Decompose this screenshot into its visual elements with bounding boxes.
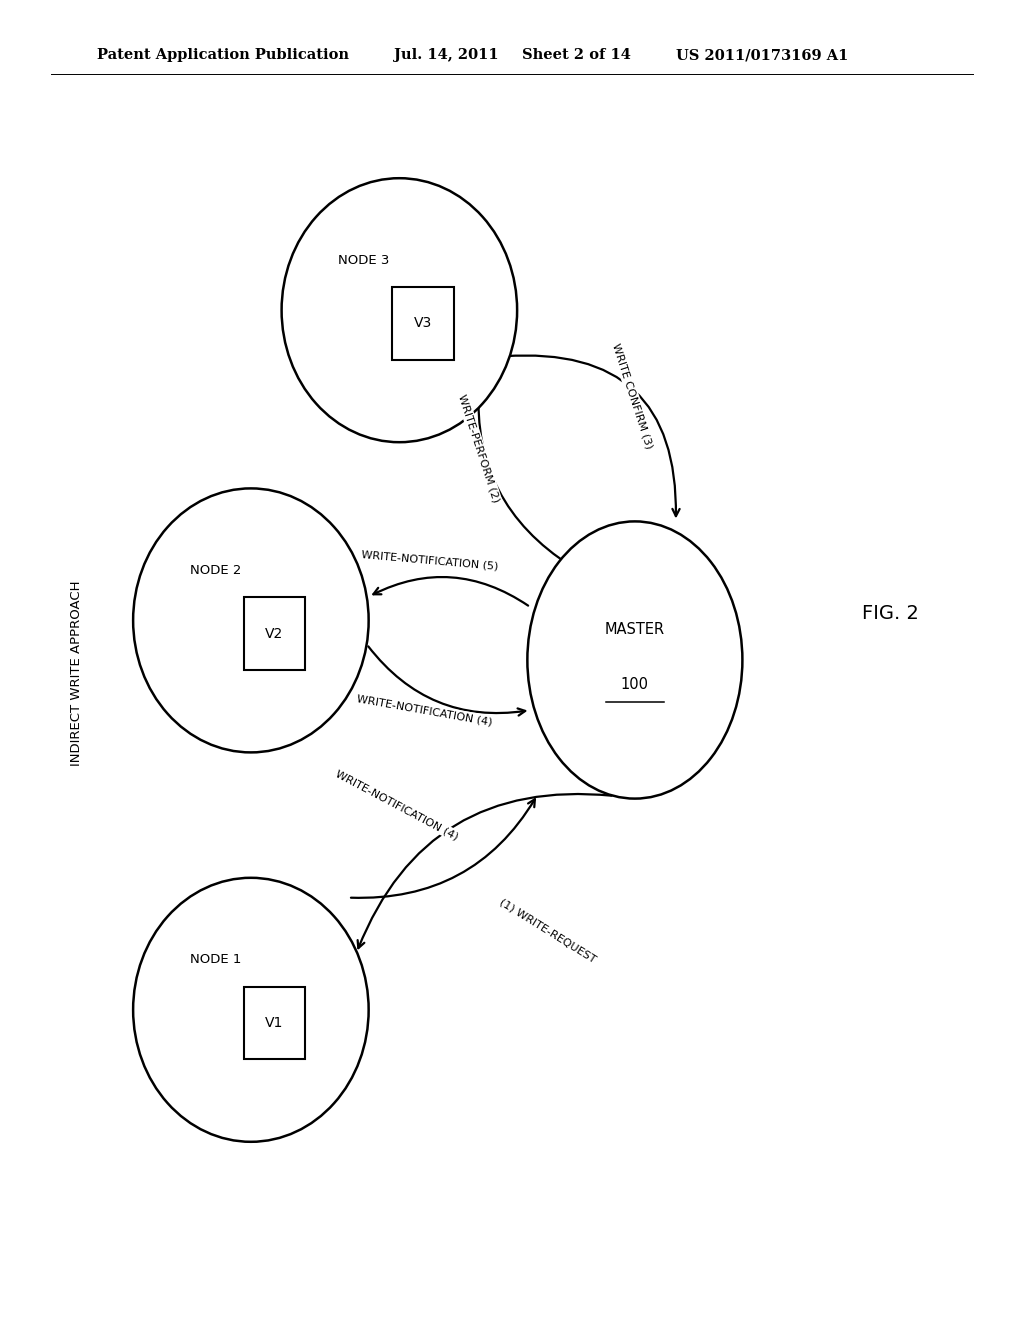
Text: INDIRECT WRITE APPROACH: INDIRECT WRITE APPROACH <box>71 581 83 766</box>
Text: V2: V2 <box>265 627 284 640</box>
Bar <box>244 987 305 1059</box>
Text: (1) WRITE-REQUEST: (1) WRITE-REQUEST <box>498 896 598 965</box>
FancyArrowPatch shape <box>475 388 571 566</box>
Text: MASTER: MASTER <box>605 622 665 638</box>
Text: V3: V3 <box>414 317 432 330</box>
Text: WRITE-NOTIFICATION (5): WRITE-NOTIFICATION (5) <box>361 550 499 572</box>
Text: 100: 100 <box>621 677 649 693</box>
Ellipse shape <box>133 878 369 1142</box>
Text: FIG. 2: FIG. 2 <box>862 605 920 623</box>
Ellipse shape <box>133 488 369 752</box>
FancyArrowPatch shape <box>505 355 680 516</box>
Text: Jul. 14, 2011: Jul. 14, 2011 <box>394 49 499 62</box>
Bar <box>392 286 454 359</box>
Ellipse shape <box>527 521 742 799</box>
Text: Patent Application Publication: Patent Application Publication <box>97 49 349 62</box>
Ellipse shape <box>282 178 517 442</box>
Text: WRITE-NOTIFICATION (4): WRITE-NOTIFICATION (4) <box>334 768 461 842</box>
Text: V1: V1 <box>265 1016 284 1030</box>
FancyArrowPatch shape <box>374 577 528 606</box>
Bar <box>244 597 305 671</box>
Text: Sheet 2 of 14: Sheet 2 of 14 <box>522 49 631 62</box>
Text: WRITE-PERFORM (2): WRITE-PERFORM (2) <box>457 393 502 504</box>
Text: NODE 1: NODE 1 <box>189 953 242 966</box>
FancyArrowPatch shape <box>369 647 525 715</box>
Text: WRITE CONFIRM (3): WRITE CONFIRM (3) <box>611 342 654 450</box>
Text: NODE 2: NODE 2 <box>189 564 242 577</box>
Text: US 2011/0173169 A1: US 2011/0173169 A1 <box>676 49 848 62</box>
FancyArrowPatch shape <box>351 799 535 898</box>
Text: WRITE-NOTIFICATION (4): WRITE-NOTIFICATION (4) <box>356 693 494 727</box>
Text: NODE 3: NODE 3 <box>338 253 390 267</box>
FancyArrowPatch shape <box>357 795 611 948</box>
